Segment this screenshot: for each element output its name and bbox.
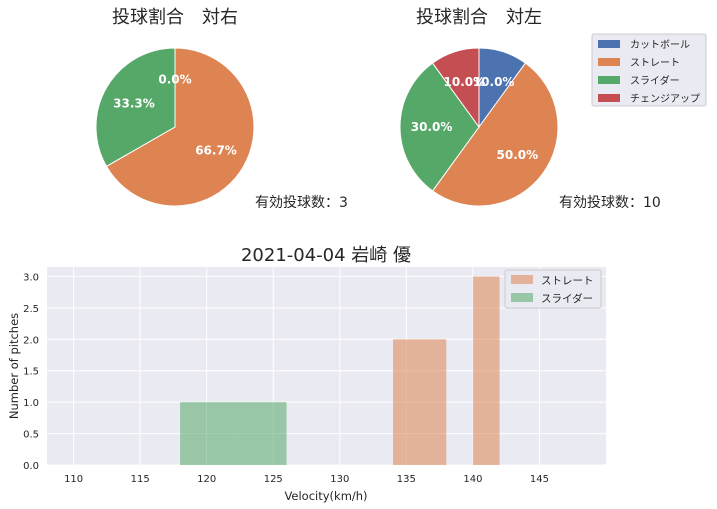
pie-slice-label: 0.0% [158,73,191,87]
pie-slice [431,47,480,129]
x-tick-label: 125 [264,474,283,485]
pie-slice [431,62,559,207]
legend-swatch [511,275,533,284]
pie-slice [399,62,480,192]
pie-slice-label: 66.7% [195,144,237,158]
y-tick-label: 1.0 [23,398,39,409]
x-tick-label: 130 [330,474,349,485]
legend-label: カットボール [630,39,690,51]
x-tick-label: 110 [64,474,83,485]
legend-swatch [511,293,533,302]
y-tick-label: 2.5 [23,304,39,315]
pie-title-vs-left: 投球割合 対左 [416,7,542,28]
x-tick-label: 135 [397,474,416,485]
legend-swatch [598,94,620,102]
x-tick-label: 115 [131,474,150,485]
y-tick-label: 3.0 [23,272,39,283]
histogram-bar [233,402,260,465]
pie-legend-frame [591,33,707,107]
pie-slice-label: 50.0% [497,148,539,162]
y-tick-label: 0.0 [23,461,39,472]
pie-slice-label: 10.0% [473,75,515,89]
x-tick-label: 120 [197,474,216,485]
histogram-title: 2021-04-04 岩崎 優 [241,245,411,266]
histogram-bar [180,402,207,465]
y-axis-label: Number of pitches [7,313,21,419]
pitch-count-note-vs-left: 有効投球数：10 [559,195,661,211]
histogram-bar [419,339,447,465]
legend-label: ストレート [630,58,680,69]
pie-slice [95,47,176,168]
histogram-bar [393,339,420,465]
velocity-histogram: 2021-04-04 岩崎 優 110 115 120 125 130 135 140 145… [7,245,606,503]
legend-label: スライダー [541,292,593,305]
legend-swatch [598,40,620,48]
pie-slice [105,47,255,207]
pie-chart-vs-right: 投球割合 対右 0.0% 66.7% 33.3% 有効投球数：3 [95,7,348,211]
x-tick-label: 145 [530,474,549,485]
legend-label: スライダー [630,74,680,87]
legend-label: ストレート [541,275,594,287]
pie-slice-label: 33.3% [113,96,155,110]
y-tick-label: 2.0 [23,335,39,346]
y-tick-label: 0.5 [23,430,39,441]
y-tick-label: 1.5 [23,367,39,378]
x-axis-label: Velocity(km/h) [284,489,367,503]
histogram-bar [206,402,234,465]
histogram-bar [259,402,287,465]
histogram-bar [472,276,500,465]
legend-swatch [598,76,620,84]
x-tick-label: 140 [463,474,482,485]
legend-swatch [598,58,620,66]
pie-slice-label: 10.0% [444,75,486,89]
pie-chart-vs-left: 投球割合 対左 10.0% 50.0% 30.0% 10.0% 有効投球数：10 [399,7,661,211]
pitch-count-note-vs-right: 有効投球数：3 [255,195,348,211]
pie-title-vs-right: 投球割合 対右 [112,7,238,28]
pie-slice-label: 30.0% [411,120,453,134]
legend-label: チェンジアップ [630,93,700,105]
